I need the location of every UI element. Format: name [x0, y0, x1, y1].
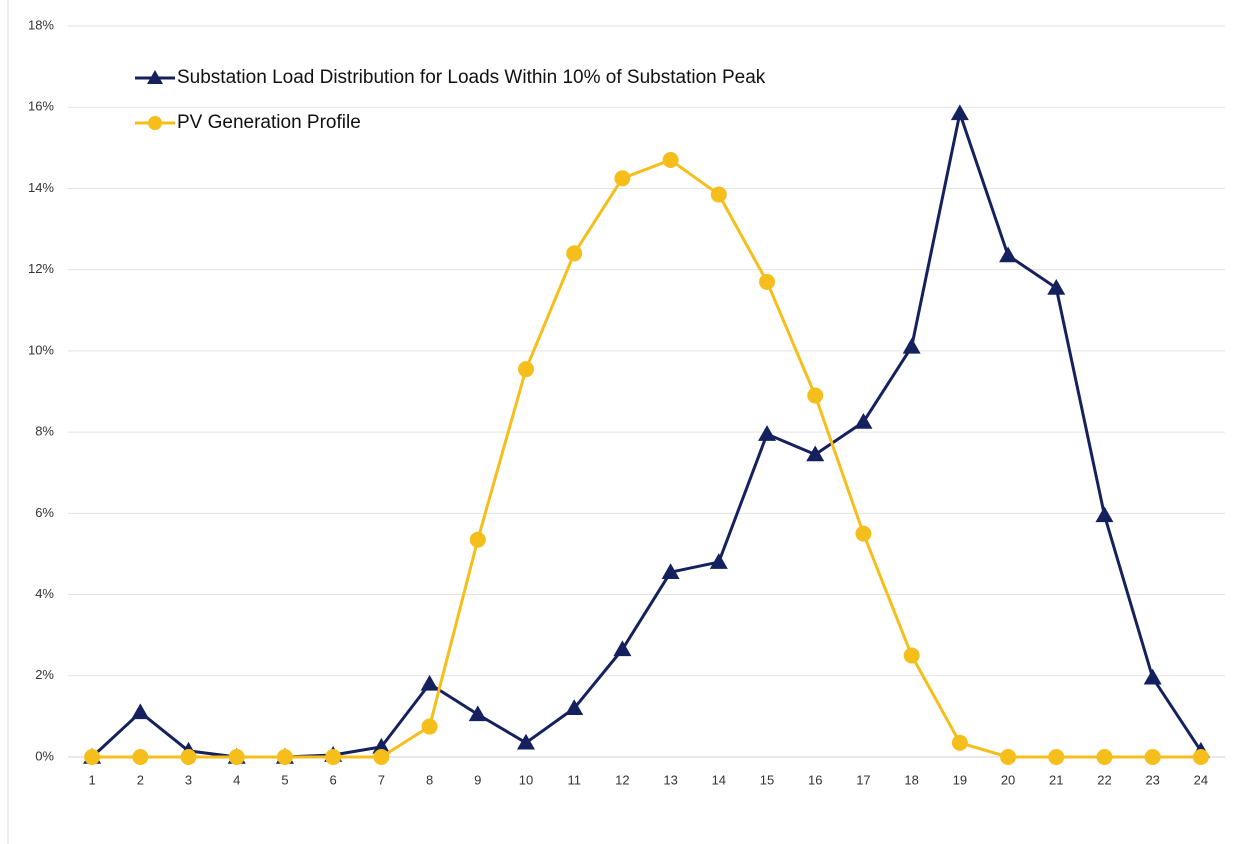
x-tick-label: 14 — [712, 772, 726, 787]
x-tick-label: 6 — [330, 772, 337, 787]
legend-marker — [148, 116, 162, 130]
x-tick-label: 18 — [904, 772, 918, 787]
data-point — [999, 246, 1018, 263]
data-point — [565, 699, 584, 716]
y-tick-label: 8% — [35, 424, 54, 439]
data-point — [131, 703, 150, 720]
x-tick-label: 4 — [233, 772, 240, 787]
data-point — [469, 531, 486, 548]
data-point — [662, 152, 679, 169]
x-tick-label: 16 — [808, 772, 822, 787]
x-tick-label: 15 — [760, 772, 774, 787]
legend-label: PV Generation Profile — [177, 112, 361, 133]
data-point — [1048, 749, 1065, 765]
data-point — [807, 387, 824, 404]
x-tick-label: 1 — [88, 772, 95, 787]
data-point — [228, 749, 245, 765]
x-tick-label: 22 — [1097, 772, 1111, 787]
data-point — [180, 749, 197, 765]
y-tick-label: 10% — [28, 342, 54, 357]
legend-label: Substation Load Distribution for Loads W… — [177, 67, 766, 88]
data-point — [1047, 278, 1066, 295]
x-tick-label: 5 — [281, 772, 288, 787]
series-line — [91, 111, 1203, 759]
data-point — [517, 361, 534, 378]
x-tick-label: 17 — [856, 772, 870, 787]
x-tick-label: 21 — [1049, 772, 1063, 787]
data-point — [276, 749, 293, 765]
data-point — [421, 718, 438, 735]
data-point — [1000, 749, 1017, 765]
data-point — [325, 749, 342, 765]
data-point — [950, 104, 969, 121]
x-tick-label: 8 — [426, 772, 433, 787]
data-point — [614, 170, 631, 187]
y-tick-label: 12% — [28, 261, 54, 276]
data-point — [420, 674, 439, 691]
data-point — [372, 737, 391, 754]
data-point — [710, 186, 727, 203]
y-tick-label: 6% — [35, 505, 54, 520]
y-tick-label: 14% — [28, 180, 54, 195]
data-point — [758, 425, 777, 441]
y-tick-label: 18% — [28, 17, 54, 32]
x-tick-label: 10 — [519, 772, 533, 787]
x-tick-label: 12 — [615, 772, 629, 787]
data-point — [373, 749, 390, 765]
data-point — [1144, 749, 1161, 765]
y-tick-label: 2% — [35, 667, 54, 682]
data-point — [1095, 506, 1114, 523]
y-tick-label: 4% — [35, 586, 54, 601]
data-point — [613, 640, 632, 657]
data-point — [1192, 749, 1209, 765]
data-point — [855, 525, 872, 542]
legend-marker — [147, 70, 163, 84]
data-point — [84, 749, 101, 765]
data-point — [1096, 749, 1113, 765]
x-tick-label: 19 — [953, 772, 967, 787]
x-tick-label: 3 — [185, 772, 192, 787]
data-point — [903, 647, 920, 664]
data-point — [566, 245, 583, 262]
x-tick-label: 11 — [567, 772, 581, 787]
data-point — [806, 445, 825, 462]
data-point — [132, 749, 149, 765]
data-point — [516, 733, 535, 750]
data-point — [759, 273, 776, 290]
data-point — [468, 705, 487, 722]
y-tick-label: 16% — [28, 99, 54, 114]
series-line — [92, 158, 1201, 759]
x-tick-label: 24 — [1194, 772, 1208, 787]
x-tick-label: 23 — [1145, 772, 1159, 787]
x-tick-label: 7 — [378, 772, 385, 787]
y-tick-label: 0% — [35, 748, 54, 763]
data-point — [661, 563, 680, 579]
data-point — [709, 553, 728, 569]
data-point — [902, 337, 921, 354]
data-point — [1143, 668, 1162, 685]
x-tick-label: 2 — [137, 772, 144, 787]
data-point — [854, 412, 873, 429]
data-point — [951, 734, 968, 751]
x-tick-label: 9 — [474, 772, 481, 787]
x-tick-label: 20 — [1001, 772, 1015, 787]
x-tick-label: 13 — [663, 772, 677, 787]
